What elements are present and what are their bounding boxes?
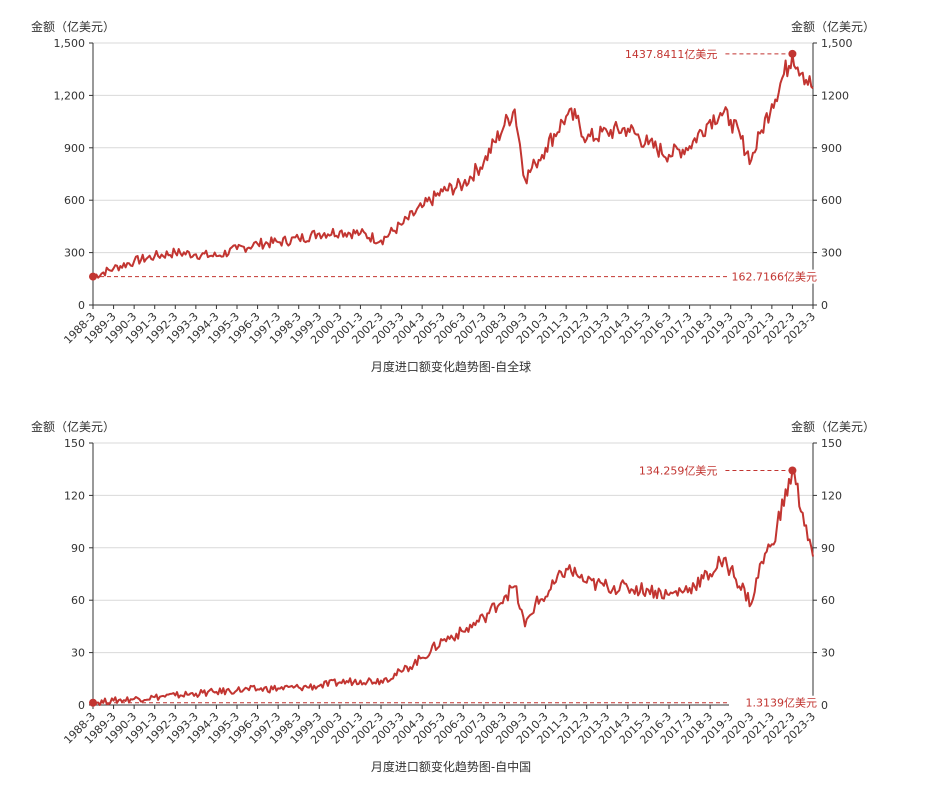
max-annotation-label: 134.259亿美元 xyxy=(639,464,718,477)
min-point-marker xyxy=(89,698,97,707)
chart-global-imports: 1988-31989-31990-31991-31992-31993-31994… xyxy=(31,19,875,374)
y-tick-label-right: 300 xyxy=(821,247,842,260)
y-axis-right-title: 金额（亿美元） xyxy=(791,19,875,34)
y-tick-label-right: 60 xyxy=(821,594,835,607)
y-tick-label-left: 0 xyxy=(78,699,85,712)
max-point-marker xyxy=(788,49,797,58)
y-axis-left-title: 金额（亿美元） xyxy=(31,19,115,34)
max-annotation-label: 1437.8411亿美元 xyxy=(625,48,718,61)
y-tick-label-right: 900 xyxy=(821,142,842,155)
chart-china-imports: 1988-31989-31990-31991-31992-31993-31994… xyxy=(31,419,875,774)
y-tick-label-left: 30 xyxy=(71,647,85,660)
series-line-global xyxy=(92,53,814,279)
y-tick-label-left: 900 xyxy=(64,142,85,155)
x-axis: 1988-31989-31990-31991-31992-31993-31994… xyxy=(61,304,818,347)
annotation-markers xyxy=(89,49,797,281)
y-tick-label-right: 0 xyxy=(821,699,828,712)
annotation-layer xyxy=(93,53,817,284)
y-tick-label-left: 150 xyxy=(64,437,85,450)
y-tick-label-left: 60 xyxy=(71,594,85,607)
min-annotation-label: 1.3139亿美元 xyxy=(746,697,818,710)
min-annotation-label: 162.7166亿美元 xyxy=(732,271,818,284)
max-point-marker xyxy=(788,466,797,475)
y-tick-label-right: 1,500 xyxy=(821,37,853,50)
grid-lines xyxy=(93,42,813,306)
y-tick-label-right: 1200 xyxy=(821,89,849,102)
y-tick-label-right: 90 xyxy=(821,542,835,555)
y-tick-label-right: 0 xyxy=(821,299,828,312)
min-point-marker xyxy=(89,272,97,281)
y-axis-right-title: 金额（亿美元） xyxy=(791,419,875,434)
y-tick-label-right: 120 xyxy=(821,489,842,502)
chart-title: 月度进口额变化趋势图-自中国 xyxy=(371,759,531,774)
y-tick-label-left: 120 xyxy=(64,489,85,502)
annotation-markers xyxy=(89,466,797,707)
y-axis-right: 0 30 60 90 120 150 xyxy=(812,437,842,712)
y-tick-label-left: 1,500 xyxy=(54,37,86,50)
y-axis-left: 0 30 60 90 120 150 xyxy=(64,437,94,712)
min-label-backdrop xyxy=(729,695,817,710)
min-label-backdrop xyxy=(729,269,817,284)
y-tick-label-left: 600 xyxy=(64,194,85,207)
y-tick-label-right: 150 xyxy=(821,437,842,450)
series-line-china xyxy=(92,469,814,706)
y-tick-label-right: 30 xyxy=(821,647,835,660)
chart-title: 月度进口额变化趋势图-自全球 xyxy=(371,359,531,374)
y-axis-left: 0 300 600 900 1,200 1,500 xyxy=(54,37,94,312)
x-axis: 1988-31989-31990-31991-31992-31993-31994… xyxy=(61,704,818,747)
y-tick-label-left: 1,200 xyxy=(54,89,86,102)
y-tick-label-right: 600 xyxy=(821,194,842,207)
y-axis-left-title: 金额（亿美元） xyxy=(31,419,115,434)
y-axis-right: 0 300 600 900 1200 1,500 xyxy=(812,37,853,312)
y-tick-label-left: 0 xyxy=(78,299,85,312)
y-tick-label-left: 300 xyxy=(64,247,85,260)
y-tick-label-left: 90 xyxy=(71,542,85,555)
annotation-layer xyxy=(93,469,817,710)
